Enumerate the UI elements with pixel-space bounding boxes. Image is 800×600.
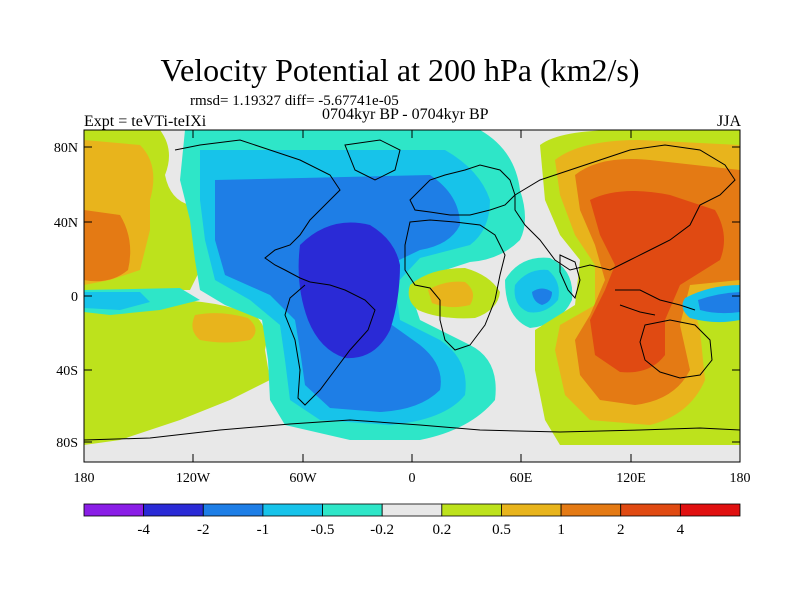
season-label: JJA xyxy=(716,113,741,130)
longitude-axis: 180 120W 60W 0 60E 120E 180 xyxy=(74,130,751,486)
colorbar-label: 0.5 xyxy=(492,522,511,538)
atlantic-negative-dark-blue xyxy=(298,222,400,359)
colorbar-label: -2 xyxy=(197,522,210,538)
colorbar-label: 4 xyxy=(677,522,685,538)
map-title: Velocity Potential at 200 hPa (km2/s) xyxy=(160,52,640,88)
south-pacific-positive-yellow xyxy=(192,313,256,343)
asia-coastline xyxy=(514,144,736,271)
colorbar-swatch xyxy=(620,503,681,517)
colorbar-swatch xyxy=(262,503,323,517)
lon-tick-label: 180 xyxy=(74,471,95,486)
lon-tick-label: 120W xyxy=(176,471,211,486)
antarctica-coastline xyxy=(84,419,740,441)
colorbar-swatch xyxy=(560,503,622,517)
colorbar-label: 0.2 xyxy=(432,522,451,538)
colorbar-label: -0.5 xyxy=(311,522,335,538)
asia-pacific-positive-red-orange xyxy=(590,191,724,373)
colorbar: -4 -2 -1 -0.5 -0.2 0.2 0.5 1 2 4 xyxy=(83,503,741,538)
central-pacific-negative-blue xyxy=(698,292,740,314)
rmsd-diff-stats: rmsd= 1.19327 diff= -5.67741e-05 xyxy=(190,93,399,109)
colorbar-label: -0.2 xyxy=(370,522,394,538)
lon-tick-label: 60E xyxy=(510,471,533,486)
greenland-coastline xyxy=(344,139,401,181)
lat-tick-label: 40S xyxy=(56,364,78,379)
colorbar-swatch xyxy=(202,503,264,517)
experiment-label: Expt = teVTi-teIXi xyxy=(84,113,207,130)
colorbar-label: -1 xyxy=(257,522,270,538)
colorbar-swatch xyxy=(83,503,145,517)
europe-coastline xyxy=(409,164,516,216)
lat-tick-label: 40N xyxy=(54,216,78,231)
colorbar-label: 2 xyxy=(617,522,625,538)
lat-tick-label: 0 xyxy=(71,290,78,305)
colorbar-swatch xyxy=(143,503,204,517)
north-america-coastline xyxy=(174,139,341,283)
colorbar-swatch xyxy=(322,503,383,517)
colorbar-swatch xyxy=(501,503,562,517)
india-coastline xyxy=(559,254,581,300)
colorbar-label: 1 xyxy=(557,522,565,538)
period-label: 0704kyr BP - 0704kyr BP xyxy=(322,106,489,123)
colorbar-label: -4 xyxy=(137,522,150,538)
indian-ocean-negative-blue xyxy=(532,288,552,305)
maritime-continent-coastline xyxy=(615,289,696,316)
equatorial-pacific-negative-cyan xyxy=(84,292,150,310)
australia-coastline xyxy=(639,319,713,379)
lon-tick-label: 180 xyxy=(730,471,751,486)
coastlines xyxy=(84,139,740,441)
lat-tick-label: 80S xyxy=(56,436,78,451)
lon-tick-label: 0 xyxy=(409,471,416,486)
south-america-coastline xyxy=(284,281,376,406)
colorbar-swatch xyxy=(679,503,741,517)
lon-tick-label: 120E xyxy=(616,471,646,486)
lat-tick-label: 80N xyxy=(54,141,78,156)
contour-fill-layer xyxy=(84,130,740,462)
colorbar-swatch xyxy=(441,503,502,517)
lon-tick-label: 60W xyxy=(289,471,317,486)
colorbar-swatch xyxy=(381,503,443,517)
west-pacific-positive-orange xyxy=(84,210,131,282)
africa-positive-yellow xyxy=(428,281,474,308)
africa-coastline xyxy=(404,219,506,351)
latitude-axis: 80N 40N 0 40S 80S xyxy=(54,141,740,451)
